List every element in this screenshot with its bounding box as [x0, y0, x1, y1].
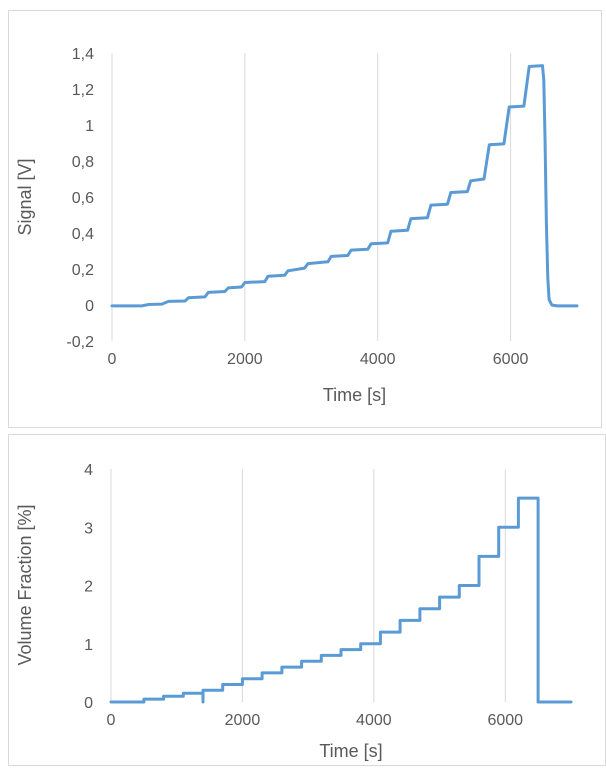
signal-x-tick-label: 4000 [360, 351, 396, 368]
volume-fraction-chart-svg: 0 1 2 3 4 0 2000 4000 6000 Time [s] Volume Fractio… [15, 462, 573, 761]
signal-x-tick-label: 2000 [227, 351, 263, 368]
volume-fraction-y-tick-label: 1 [84, 637, 93, 654]
volume-fraction-x-tick-label: 6000 [487, 712, 523, 729]
signal-x-tick-label: 0 [108, 351, 117, 368]
signal-series-line [110, 64, 579, 308]
signal-y-tick-label: 0,4 [72, 226, 94, 243]
signal-y-tick-label: 0,2 [72, 262, 94, 279]
volume-fraction-y-axis-title: Volume Fraction [%] [15, 504, 35, 665]
signal-x-tick-label: 6000 [493, 351, 529, 368]
volume-fraction-x-tick-label: 0 [107, 712, 116, 729]
signal-y-tick-label: 1,2 [72, 82, 94, 99]
signal-y-tick-label: 0 [85, 298, 94, 315]
signal-chart-svg: -0,2 0 0,2 0,4 0,6 0,8 1 1,2 1,4 0 2000 4000 6000 Tim… [15, 46, 579, 405]
volume-fraction-y-tick-label: 4 [84, 462, 93, 479]
signal-y-tick-label: 1 [85, 118, 94, 135]
signal-y-tick-label: -0,2 [66, 334, 94, 351]
signal-y-tick-label: 1,4 [72, 46, 94, 63]
volume-fraction-y-tick-label: 3 [84, 520, 93, 537]
signal-y-tick-label: 0,8 [72, 154, 94, 171]
chart-panel-volume-fraction: 0 1 2 3 4 0 2000 4000 6000 Time [s] Volume Fractio… [8, 434, 606, 766]
volume-fraction-y-tick-label: 2 [84, 579, 93, 596]
volume-fraction-x-tick-label: 2000 [225, 712, 261, 729]
signal-y-axis-title: Signal [V] [15, 158, 35, 235]
signal-x-axis-title: Time [s] [323, 385, 386, 405]
volume-fraction-x-tick-label: 4000 [356, 712, 392, 729]
volume-fraction-x-axis-title: Time [s] [319, 741, 382, 761]
volume-fraction-series-line [109, 496, 573, 704]
signal-y-tick-label: 0,6 [72, 190, 94, 207]
volume-fraction-y-tick-label: 0 [84, 695, 93, 712]
chart-panel-signal: -0,2 0 0,2 0,4 0,6 0,8 1 1,2 1,4 0 2000 4000 6000 Tim… [8, 10, 602, 428]
